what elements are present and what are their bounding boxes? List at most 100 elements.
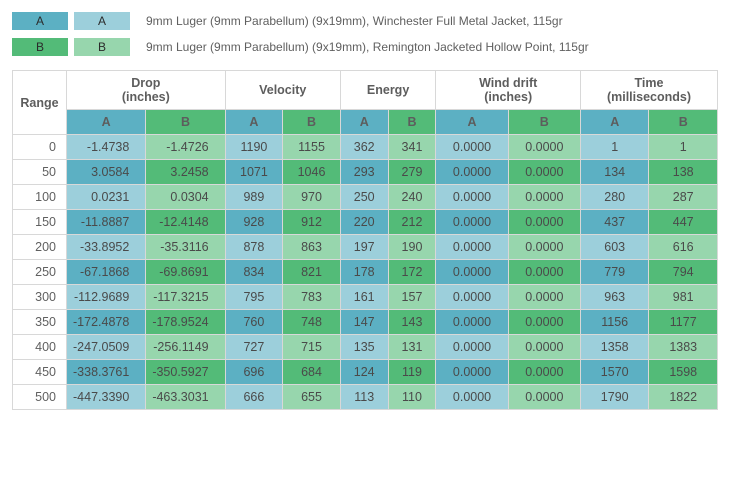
- table-cell: 138: [649, 160, 718, 185]
- table-cell: 450: [13, 360, 67, 385]
- table-cell: 1190: [225, 135, 283, 160]
- table-cell: 0.0000: [436, 160, 508, 185]
- table-cell: 0.0000: [436, 385, 508, 410]
- table-cell: 220: [340, 210, 388, 235]
- table-row: 250-67.1868-69.86918348211781720.00000.0…: [13, 260, 718, 285]
- table-cell: 341: [388, 135, 436, 160]
- table-cell: 119: [388, 360, 436, 385]
- table-cell: 147: [340, 310, 388, 335]
- sub-time-b: B: [649, 110, 718, 135]
- table-cell: 684: [283, 360, 341, 385]
- table-cell: 0.0000: [436, 235, 508, 260]
- ballistics-table: Range Drop (inches) Velocity Energy Wind…: [12, 70, 718, 410]
- table-cell: -338.3761: [67, 360, 146, 385]
- table-cell: 0.0000: [436, 185, 508, 210]
- table-cell: 350: [13, 310, 67, 335]
- table-row: 503.05843.2458107110462932790.00000.0000…: [13, 160, 718, 185]
- sub-wind-a: A: [436, 110, 508, 135]
- table-cell: 1: [649, 135, 718, 160]
- table-row: 400-247.0509-256.11497277151351310.00000…: [13, 335, 718, 360]
- table-cell: 1046: [283, 160, 341, 185]
- table-row: 500-447.3390-463.30316666551131100.00000…: [13, 385, 718, 410]
- table-cell: 1: [580, 135, 648, 160]
- table-cell: 212: [388, 210, 436, 235]
- table-cell: 135: [340, 335, 388, 360]
- sub-vel-a: A: [225, 110, 283, 135]
- table-cell: 795: [225, 285, 283, 310]
- table-cell: 0: [13, 135, 67, 160]
- table-cell: -350.5927: [146, 360, 225, 385]
- legend-row-a: A A 9mm Luger (9mm Parabellum) (9x19mm),…: [12, 12, 722, 30]
- table-cell: 0.0000: [508, 210, 580, 235]
- table-cell: 1790: [580, 385, 648, 410]
- table-cell: 0.0000: [508, 285, 580, 310]
- table-cell: 250: [13, 260, 67, 285]
- table-cell: 0.0000: [436, 210, 508, 235]
- col-drop: Drop (inches): [67, 71, 226, 110]
- table-cell: 362: [340, 135, 388, 160]
- table-cell: 963: [580, 285, 648, 310]
- table-cell: 0.0000: [508, 235, 580, 260]
- table-cell: 50: [13, 160, 67, 185]
- col-wind: Wind drift (inches): [436, 71, 581, 110]
- table-cell: 0.0000: [508, 335, 580, 360]
- table-cell: 0.0000: [436, 310, 508, 335]
- sub-en-b: B: [388, 110, 436, 135]
- table-cell: -69.8691: [146, 260, 225, 285]
- table-cell: -12.4148: [146, 210, 225, 235]
- table-cell: 280: [580, 185, 648, 210]
- table-cell: 0.0000: [508, 310, 580, 335]
- table-cell: 0.0231: [67, 185, 146, 210]
- table-cell: 715: [283, 335, 341, 360]
- table-cell: 240: [388, 185, 436, 210]
- table-cell: 655: [283, 385, 341, 410]
- table-cell: 161: [340, 285, 388, 310]
- table-cell: 970: [283, 185, 341, 210]
- col-range: Range: [13, 71, 67, 135]
- table-cell: 500: [13, 385, 67, 410]
- table-cell: -1.4738: [67, 135, 146, 160]
- table-row: 350-172.4878-178.95247607481471430.00000…: [13, 310, 718, 335]
- table-cell: 1358: [580, 335, 648, 360]
- table-cell: -172.4878: [67, 310, 146, 335]
- table-cell: -117.3215: [146, 285, 225, 310]
- table-cell: 150: [13, 210, 67, 235]
- table-cell: 113: [340, 385, 388, 410]
- table-cell: 0.0000: [508, 185, 580, 210]
- table-cell: -256.1149: [146, 335, 225, 360]
- table-cell: -247.0509: [67, 335, 146, 360]
- table-cell: 447: [649, 210, 718, 235]
- table-cell: -447.3390: [67, 385, 146, 410]
- swatch-b-light: B: [74, 38, 130, 56]
- table-cell: 178: [340, 260, 388, 285]
- table-cell: 616: [649, 235, 718, 260]
- table-cell: 172: [388, 260, 436, 285]
- table-cell: 0.0000: [436, 135, 508, 160]
- table-row: 450-338.3761-350.59276966841241190.00000…: [13, 360, 718, 385]
- legend: A A 9mm Luger (9mm Parabellum) (9x19mm),…: [12, 12, 722, 56]
- table-cell: -35.3116: [146, 235, 225, 260]
- table-cell: 748: [283, 310, 341, 335]
- subheader-row: A B A B A B A B A B: [13, 110, 718, 135]
- table-cell: 1598: [649, 360, 718, 385]
- table-cell: -67.1868: [67, 260, 146, 285]
- table-cell: 3.2458: [146, 160, 225, 185]
- table-cell: 0.0000: [508, 135, 580, 160]
- table-cell: 981: [649, 285, 718, 310]
- table-cell: -178.9524: [146, 310, 225, 335]
- table-cell: 293: [340, 160, 388, 185]
- table-cell: 760: [225, 310, 283, 335]
- table-cell: 666: [225, 385, 283, 410]
- table-row: 1000.02310.03049899702502400.00000.00002…: [13, 185, 718, 210]
- legend-label-a: 9mm Luger (9mm Parabellum) (9x19mm), Win…: [146, 14, 563, 28]
- table-cell: 1383: [649, 335, 718, 360]
- col-velocity: Velocity: [225, 71, 340, 110]
- table-cell: -112.9689: [67, 285, 146, 310]
- table-cell: 279: [388, 160, 436, 185]
- table-cell: -11.8887: [67, 210, 146, 235]
- sub-drop-b: B: [146, 110, 225, 135]
- table-cell: 0.0000: [436, 260, 508, 285]
- table-cell: 1071: [225, 160, 283, 185]
- legend-row-b: B B 9mm Luger (9mm Parabellum) (9x19mm),…: [12, 38, 722, 56]
- table-row: 300-112.9689-117.32157957831611570.00000…: [13, 285, 718, 310]
